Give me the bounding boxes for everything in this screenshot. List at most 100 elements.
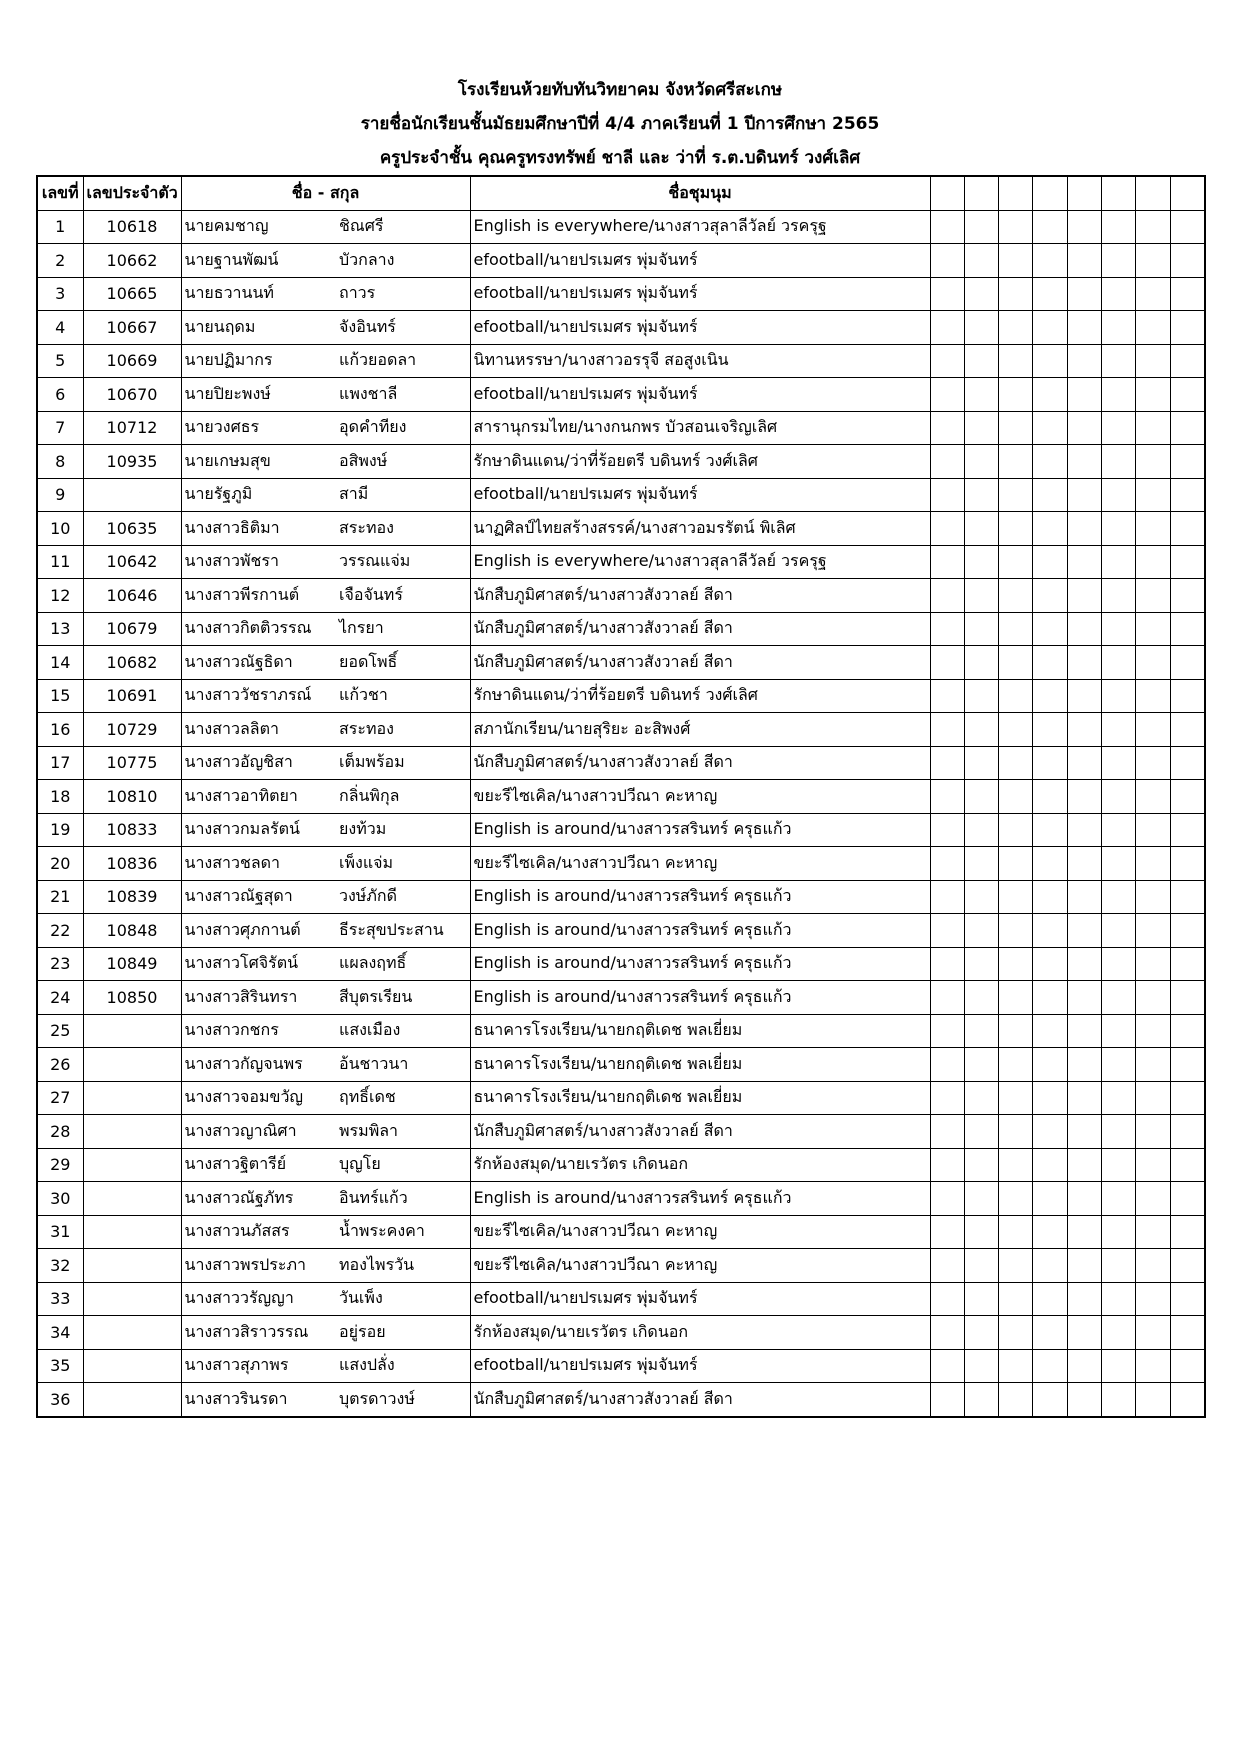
blank-cell: [929, 1047, 965, 1082]
student-row: 21 10839 นางสาวณัฐสุดา วงษ์ภักดี English is …: [36, 879, 1206, 914]
blank-cell: [1169, 1382, 1206, 1417]
teacher-line: ครูประจำชั้น คุณครูทรงทรัพย์ ชาลี และ ว่…: [379, 148, 861, 168]
blank-cell: [1066, 879, 1102, 914]
club: รักษาดินแดน/ว่าที่ร้อยตรี บดินทร์ วงศ์เล…: [469, 444, 931, 479]
blank-cell: [997, 410, 1033, 445]
blank-cell: [1066, 511, 1102, 546]
row-number: 18: [36, 779, 84, 814]
club: efootball/นายปรเมศร พุ่มจันทร์: [469, 477, 931, 512]
blank-cell: [1100, 678, 1136, 713]
blank-cell: [1100, 544, 1136, 579]
blank-cell: [1031, 946, 1068, 981]
blank-cell: [1031, 477, 1068, 512]
blank-cell: [1134, 477, 1171, 512]
blank-cell: [1100, 243, 1136, 278]
first-name: นางสาวชลดา: [180, 846, 336, 881]
student-id: 10729: [82, 712, 182, 747]
blank-cell: [1169, 1281, 1206, 1316]
first-name: นายรัฐภูมิ: [180, 477, 336, 512]
student-id: [82, 1080, 182, 1115]
student-row: 16 10729 นางสาวลลิตา สระทอง สภานักเรียน/นายส…: [36, 712, 1206, 747]
blank-cell: [1169, 343, 1206, 378]
blank-cell: [997, 444, 1033, 479]
row-number: 16: [36, 712, 84, 747]
blank-cell: [1100, 1348, 1136, 1383]
student-id: [82, 1013, 182, 1048]
blank-cell: [1134, 1114, 1171, 1149]
blank-cell: [1134, 209, 1171, 244]
row-number: 15: [36, 678, 84, 713]
student-table: เลขที่ เลขประจำตัว ชื่อ - สกุล ชื่อชุมนุ…: [36, 175, 1207, 1418]
club: English is around/นางสาวรสรินทร์ ครุธแก้…: [469, 812, 931, 847]
blank-cell: [1066, 1315, 1102, 1350]
blank-cell: [1100, 779, 1136, 814]
blank-cell: [1100, 1315, 1136, 1350]
blank-cell: [997, 1281, 1033, 1316]
first-name: นายวงศธร: [180, 410, 336, 445]
blank-cell: [929, 1147, 965, 1182]
blank-cell: [997, 1147, 1033, 1182]
blank-cell: [1134, 444, 1171, 479]
blank-cell: [997, 913, 1033, 948]
blank-cell: [1066, 678, 1102, 713]
last-name: วงษ์ภักดี: [336, 879, 471, 914]
row-number: 14: [36, 645, 84, 680]
row-number: 30: [36, 1181, 84, 1216]
row-number: 26: [36, 1047, 84, 1082]
club: efootball/นายปรเมศร พุ่มจันทร์: [469, 276, 931, 311]
blank-cell: [1134, 276, 1171, 311]
blank-cell: [963, 1214, 999, 1249]
blank-cell: [1134, 980, 1171, 1015]
last-name: แผลงฤทธิ์: [336, 946, 471, 981]
blank-cell: [1134, 879, 1171, 914]
row-number: 7: [36, 410, 84, 445]
student-id: 10691: [82, 678, 182, 713]
blank-cell: [1066, 846, 1102, 881]
blank-cell: [1134, 1181, 1171, 1216]
row-number: 20: [36, 846, 84, 881]
student-row: 22 10848 นางสาวศุภกานต์ ธีระสุขประสาน Englis…: [36, 913, 1206, 948]
club: efootball/นายปรเมศร พุ่มจันทร์: [469, 243, 931, 278]
blank-cell: [1169, 745, 1206, 780]
blank-cell: [1100, 276, 1136, 311]
blank-cell: [1066, 1013, 1102, 1048]
blank-cell: [929, 578, 965, 613]
first-name: นางสาวอาทิตยา: [180, 779, 336, 814]
blank-cell: [1134, 1214, 1171, 1249]
blank-cell: [1134, 1382, 1171, 1417]
blank-cell: [1031, 1348, 1068, 1383]
blank-cell: [997, 946, 1033, 981]
blank-cell: [963, 243, 999, 278]
blank-cell: [929, 645, 965, 680]
blank-cell: [1031, 1047, 1068, 1082]
blank-cell: [1134, 812, 1171, 847]
blank-cell: [1066, 712, 1102, 747]
student-row: 25 นางสาวกชกร แสงเมือง ธนาคารโรงเรียน/นายกฤ…: [36, 1013, 1206, 1048]
blank-cell: [1031, 1315, 1068, 1350]
student-id: [82, 1348, 182, 1383]
blank-cell: [997, 678, 1033, 713]
student-row: 3 10665 นายธวานนท์ ถาวร efootball/นายปรเมศร …: [36, 276, 1206, 311]
club: สภานักเรียน/นายสุริยะ อะสิพงศ์: [469, 712, 931, 747]
blank-cell: [929, 913, 965, 948]
blank-cell: [1134, 310, 1171, 345]
student-row: 7 10712 นายวงศธร อุดคำทียง สารานุกรมไทย/นางก…: [36, 410, 1206, 445]
table-body: 1 10618 นายคมชาญ ชิณศรี English is everywher…: [36, 209, 1206, 1417]
blank-cell: [997, 578, 1033, 613]
student-row: 36 นางสาวรินรดา บุตรดาวงษ์ นักสืบภูมิศาสตร์…: [36, 1382, 1206, 1417]
blank-cell: [1134, 243, 1171, 278]
blank-cell: [929, 243, 965, 278]
blank-cell: [1031, 712, 1068, 747]
blank-cell: [1100, 1214, 1136, 1249]
student-row: 10 10635 นางสาวธิติมา สระทอง นาฏศิลป์ไทยสร้า…: [36, 511, 1206, 546]
club: นักสืบภูมิศาสตร์/นางสาวสังวาลย์ สีดา: [469, 645, 931, 680]
blank-cell: [929, 377, 965, 412]
blank-cell: [1100, 712, 1136, 747]
student-row: 2 10662 นายฐานพัฒน์ บัวกลาง efootball/นายปรเ…: [36, 243, 1206, 278]
first-name: นางสาวฐิตารีย์: [180, 1147, 336, 1182]
row-number: 24: [36, 980, 84, 1015]
blank-cell: [997, 1248, 1033, 1283]
first-name: นายฐานพัฒน์: [180, 243, 336, 278]
blank-cell: [1066, 1348, 1102, 1383]
student-id: 10635: [82, 511, 182, 546]
